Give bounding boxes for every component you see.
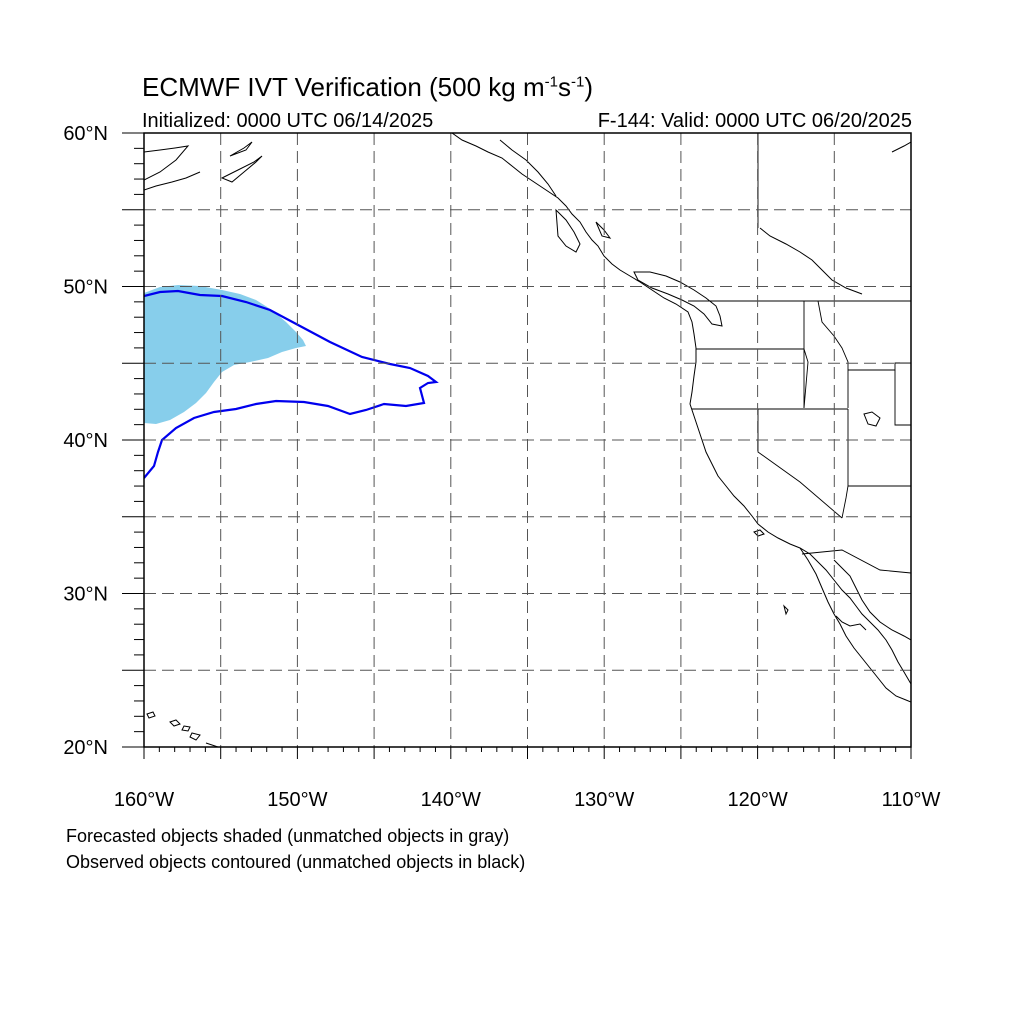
lat-tick-label: 60°N [63, 123, 108, 145]
initialized-time: Initialized: 0000 UTC 06/14/2025 [142, 110, 434, 132]
axis-ticks [122, 132, 912, 759]
legend-forecast-note: Forecasted objects shaded (unmatched obj… [66, 826, 510, 846]
lat-tick-label: 50°N [63, 277, 108, 299]
political-boundaries [688, 133, 911, 574]
lat-tick-label: 20°N [63, 737, 108, 759]
lon-tick-label: 160°W [114, 789, 174, 811]
longitude-labels: 160°W 150°W 140°W 130°W 120°W 110°W [114, 789, 941, 811]
lat-tick-label: 40°N [63, 430, 108, 452]
valid-time: F-144: Valid: 0000 UTC 06/20/2025 [597, 110, 912, 132]
lat-tick-label: 30°N [63, 584, 108, 606]
lon-tick-label: 110°W [882, 789, 941, 811]
lon-tick-label: 120°W [727, 789, 787, 811]
gridlines [144, 133, 911, 747]
latitude-labels: 20°N 30°N 40°N 50°N 60°N [63, 123, 108, 759]
lon-tick-label: 130°W [574, 789, 634, 811]
legend-observed-note: Observed objects contoured (unmatched ob… [66, 852, 526, 872]
lon-tick-label: 150°W [267, 789, 327, 811]
observed-object-contour [144, 289, 439, 479]
chart-title: ECMWF IVT Verification (500 kg m-1s-1) [142, 72, 593, 102]
lon-tick-label: 140°W [421, 789, 481, 811]
forecast-object-shaded [144, 285, 306, 424]
